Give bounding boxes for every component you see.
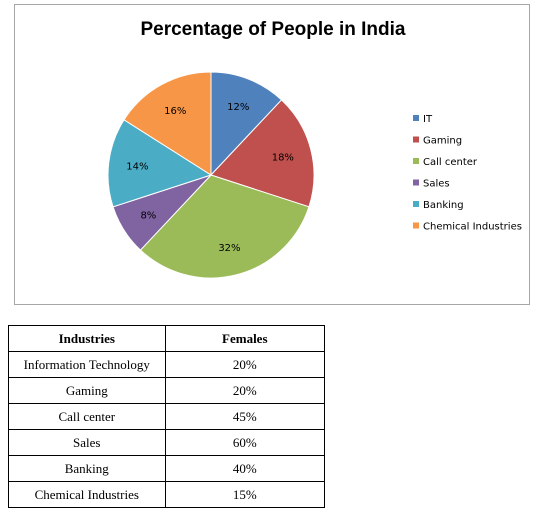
- pie-slice-it: [210, 71, 283, 177]
- table-row: Sales 60%: [8, 429, 326, 456]
- chart-title: Percentage of People in India: [140, 19, 405, 40]
- females-cell: 20%: [164, 377, 326, 404]
- industry-cell: Chemical Industries: [8, 481, 166, 508]
- table-row: Information Technology 20%: [8, 351, 326, 378]
- legend-label-call-center: Call center: [423, 157, 478, 168]
- slice-label-sales: 8%: [140, 211, 156, 222]
- industry-cell: Sales: [8, 429, 166, 456]
- females-cell: 60%: [164, 429, 326, 456]
- legend-swatch-gaming: [413, 136, 419, 143]
- females-cell: 45%: [164, 403, 326, 430]
- legend-label-it: IT: [423, 114, 433, 125]
- legend-label-banking: Banking: [423, 200, 464, 211]
- table-row: Banking 40%: [8, 455, 326, 482]
- industry-cell: Banking: [8, 455, 166, 482]
- legend-swatch-sales: [413, 179, 419, 186]
- pie-slice-gaming: [210, 99, 315, 208]
- column-header-females: Females: [164, 325, 326, 352]
- chart-area: Percentage of People in India 12% 18% 32% 8…: [14, 4, 530, 305]
- industry-cell: Information Technology: [8, 351, 166, 378]
- legend-swatch-it: [413, 115, 419, 121]
- legend-swatch-banking: [413, 201, 419, 207]
- slice-label-gaming: 18%: [272, 153, 294, 164]
- females-cell: 40%: [164, 455, 326, 482]
- industry-cell: Gaming: [8, 377, 166, 404]
- legend-label-sales: Sales: [423, 179, 450, 190]
- pie-slice-banking: [107, 119, 213, 208]
- table-row: Call center 45%: [8, 403, 326, 430]
- legend-swatch-call-center: [413, 158, 419, 164]
- pie-slice-call-center: [139, 174, 310, 279]
- slice-label-banking: 14%: [126, 162, 148, 173]
- table-row: Chemical Industries 15%: [8, 481, 326, 508]
- table-row: Gaming 20%: [8, 377, 326, 404]
- column-header-industries: Industries: [8, 325, 166, 352]
- females-cell: 20%: [164, 351, 326, 378]
- table-header-row: Industries Females: [8, 325, 326, 352]
- slice-label-it: 12%: [227, 102, 249, 113]
- slice-label-chemical-industries: 16%: [164, 106, 186, 117]
- legend-label-gaming: Gaming: [423, 136, 462, 147]
- females-cell: 15%: [164, 481, 326, 508]
- legend-label-chemical-industries: Chemical Industries: [423, 222, 522, 233]
- slice-labels: 12% 18% 32% 8% 14% 16%: [126, 102, 294, 254]
- industry-cell: Call center: [8, 403, 166, 430]
- data-table: Industries Females Information Technolog…: [8, 325, 326, 508]
- pie-slice-chemical-industries: [123, 71, 212, 176]
- legend: IT Gaming Call center Sales Banking Chemical …: [413, 114, 522, 233]
- slice-label-call-center: 32%: [218, 243, 240, 254]
- pie-slices: [107, 71, 315, 279]
- legend-swatch-chemical-industries: [413, 222, 419, 229]
- pie-chart: Percentage of People in India 12% 18% 32% 8…: [107, 19, 522, 279]
